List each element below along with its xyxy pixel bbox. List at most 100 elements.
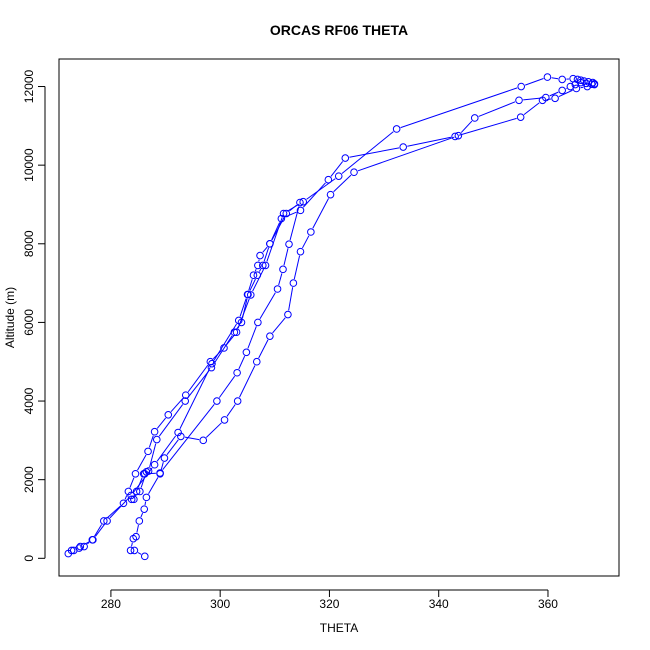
- series-line-segment: [551, 77, 559, 80]
- series-line-segment: [106, 505, 121, 519]
- series-line-segment: [205, 422, 222, 438]
- series-line-segment: [184, 436, 200, 441]
- data-point: [296, 247, 305, 256]
- series-line-segment: [258, 268, 262, 272]
- data-point: [177, 432, 185, 441]
- data-point: [220, 416, 229, 424]
- data-point: [208, 359, 216, 368]
- data-point: [234, 316, 243, 325]
- data-point: [160, 454, 169, 462]
- data-point: [261, 261, 270, 270]
- data-point: [307, 228, 315, 236]
- data-point: [558, 86, 566, 95]
- plot-frame: [58, 58, 620, 577]
- data-point: [454, 131, 463, 140]
- x-axis-label: THETA: [320, 621, 358, 635]
- x-tick-label: 280: [101, 597, 121, 611]
- data-point: [273, 285, 282, 293]
- x-tick-label: 320: [319, 597, 339, 611]
- series-line-segment: [357, 136, 455, 172]
- data-point: [199, 436, 208, 445]
- series-line-segment: [129, 477, 135, 488]
- series-line-segment: [478, 101, 516, 117]
- data-point: [243, 290, 252, 299]
- series-line-segment: [333, 174, 352, 193]
- series-line-segment: [262, 246, 268, 253]
- data-point: [399, 143, 407, 151]
- series-line-segment: [258, 339, 269, 359]
- series-line-segment: [312, 198, 330, 229]
- series-line-segment: [252, 268, 265, 292]
- series-line-segment: [156, 417, 167, 429]
- series-line-segment: [124, 495, 128, 500]
- data-point: [254, 261, 262, 270]
- data-point: [89, 536, 97, 544]
- data-point: [127, 495, 136, 504]
- data-point: [324, 175, 333, 184]
- series-line-segment: [149, 443, 157, 468]
- data-point: [543, 73, 552, 81]
- series-line-segment: [283, 248, 289, 266]
- data-point: [334, 172, 343, 180]
- x-tick-label: 300: [210, 597, 230, 611]
- data-point: [69, 546, 78, 555]
- series-line-segment: [179, 367, 211, 429]
- y-tick-label: 4000: [22, 387, 36, 414]
- data-point: [181, 397, 190, 405]
- data-point: [242, 348, 251, 357]
- series-line-segment: [162, 404, 215, 471]
- series-line-segment: [238, 355, 246, 370]
- series-line-segment: [213, 323, 237, 361]
- data-point: [266, 332, 274, 340]
- y-tick-label: 6000: [22, 309, 36, 336]
- data-point: [253, 271, 262, 280]
- data-point: [470, 114, 479, 122]
- data-point: [569, 74, 577, 83]
- data-point: [451, 132, 459, 141]
- data-point: [266, 239, 274, 248]
- data-point: [100, 517, 108, 525]
- y-tick-label: 10000: [22, 148, 36, 182]
- series-line-segment: [109, 498, 129, 519]
- data-point: [135, 517, 144, 525]
- series-line-segment: [285, 211, 297, 218]
- y-tick-label: 2000: [22, 466, 36, 493]
- data-point: [538, 96, 547, 105]
- series-line-segment: [272, 317, 286, 334]
- series-line-segment: [278, 273, 283, 286]
- series-line-segment: [239, 298, 247, 317]
- data-point: [144, 447, 152, 456]
- data-point: [551, 94, 559, 103]
- series-line-segment: [226, 404, 236, 417]
- data-point: [150, 427, 159, 436]
- data-point: [392, 125, 401, 133]
- data-point: [132, 532, 140, 541]
- data-point: [296, 206, 305, 215]
- data-point: [279, 265, 287, 274]
- series-line-segment: [236, 325, 240, 330]
- x-tick-label: 360: [538, 597, 558, 611]
- series-line-segment: [546, 98, 552, 101]
- series-line-segment: [330, 161, 344, 177]
- data-point: [181, 391, 190, 399]
- series-line-segment: [241, 298, 248, 319]
- data-point: [341, 154, 350, 162]
- data-point: [588, 78, 597, 87]
- series-line-segment: [289, 204, 297, 212]
- data-point: [258, 261, 267, 270]
- series-line-segment: [166, 439, 179, 456]
- series-line-segment: [247, 326, 257, 349]
- series-line-segment: [288, 287, 294, 311]
- series-line-segment: [158, 404, 184, 437]
- series-line-segment: [271, 216, 285, 241]
- data-point: [142, 468, 151, 476]
- data-point: [233, 397, 242, 405]
- data-point: [132, 487, 141, 496]
- data-point: [164, 411, 173, 419]
- series-line-segment: [271, 222, 281, 241]
- series-line-segment: [263, 247, 270, 262]
- data-point: [142, 493, 151, 502]
- data-point: [252, 357, 261, 366]
- data-point: [119, 499, 128, 508]
